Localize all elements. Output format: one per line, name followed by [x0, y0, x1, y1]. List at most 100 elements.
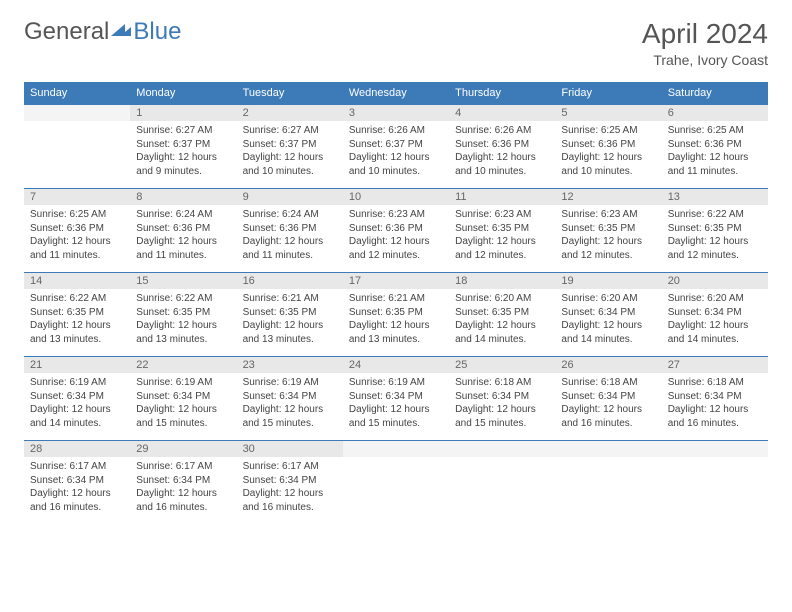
day-number: 5	[555, 105, 661, 122]
daylight-text: Daylight: 12 hours and 16 minutes.	[243, 487, 337, 514]
daylight-text: Daylight: 12 hours and 14 minutes.	[30, 403, 124, 430]
day-number: 22	[130, 357, 236, 374]
day-number: 27	[662, 357, 768, 374]
sunset-text: Sunset: 6:36 PM	[30, 222, 124, 236]
day-number: 18	[449, 273, 555, 290]
day-cell: Sunrise: 6:25 AMSunset: 6:36 PMDaylight:…	[555, 121, 661, 189]
day-cell: Sunrise: 6:17 AMSunset: 6:34 PMDaylight:…	[24, 457, 130, 524]
flag-icon	[111, 24, 131, 40]
daynum-row: 21222324252627	[24, 357, 768, 374]
sunrise-text: Sunrise: 6:21 AM	[349, 292, 443, 306]
day-number: 12	[555, 189, 661, 206]
daynum-row: 14151617181920	[24, 273, 768, 290]
day-cell: Sunrise: 6:22 AMSunset: 6:35 PMDaylight:…	[130, 289, 236, 357]
day-header: Wednesday	[343, 82, 449, 105]
daylight-text: Daylight: 12 hours and 9 minutes.	[136, 151, 230, 178]
day-number: 26	[555, 357, 661, 374]
day-number: 24	[343, 357, 449, 374]
daylight-text: Daylight: 12 hours and 16 minutes.	[136, 487, 230, 514]
calendar-body: 123456Sunrise: 6:27 AMSunset: 6:37 PMDay…	[24, 105, 768, 525]
daylight-text: Daylight: 12 hours and 13 minutes.	[349, 319, 443, 346]
day-header: Thursday	[449, 82, 555, 105]
day-number: 7	[24, 189, 130, 206]
day-cell	[24, 121, 130, 189]
day-cell: Sunrise: 6:23 AMSunset: 6:35 PMDaylight:…	[449, 205, 555, 273]
day-cell: Sunrise: 6:20 AMSunset: 6:34 PMDaylight:…	[662, 289, 768, 357]
content-row: Sunrise: 6:22 AMSunset: 6:35 PMDaylight:…	[24, 289, 768, 357]
sunset-text: Sunset: 6:37 PM	[349, 138, 443, 152]
sunset-text: Sunset: 6:36 PM	[561, 138, 655, 152]
day-number: 13	[662, 189, 768, 206]
calendar-table: Sunday Monday Tuesday Wednesday Thursday…	[24, 82, 768, 524]
day-header: Sunday	[24, 82, 130, 105]
day-cell: Sunrise: 6:18 AMSunset: 6:34 PMDaylight:…	[555, 373, 661, 441]
sunset-text: Sunset: 6:37 PM	[243, 138, 337, 152]
day-cell: Sunrise: 6:19 AMSunset: 6:34 PMDaylight:…	[343, 373, 449, 441]
day-number: 23	[237, 357, 343, 374]
day-cell: Sunrise: 6:23 AMSunset: 6:36 PMDaylight:…	[343, 205, 449, 273]
sunrise-text: Sunrise: 6:22 AM	[30, 292, 124, 306]
daynum-row: 282930	[24, 441, 768, 458]
daylight-text: Daylight: 12 hours and 15 minutes.	[455, 403, 549, 430]
day-header-row: Sunday Monday Tuesday Wednesday Thursday…	[24, 82, 768, 105]
day-number	[662, 441, 768, 458]
sunrise-text: Sunrise: 6:25 AM	[668, 124, 762, 138]
sunset-text: Sunset: 6:34 PM	[561, 306, 655, 320]
daylight-text: Daylight: 12 hours and 13 minutes.	[136, 319, 230, 346]
day-cell	[662, 457, 768, 524]
content-row: Sunrise: 6:19 AMSunset: 6:34 PMDaylight:…	[24, 373, 768, 441]
sunset-text: Sunset: 6:34 PM	[668, 306, 762, 320]
sunset-text: Sunset: 6:34 PM	[561, 390, 655, 404]
sunset-text: Sunset: 6:36 PM	[455, 138, 549, 152]
sunrise-text: Sunrise: 6:26 AM	[349, 124, 443, 138]
daylight-text: Daylight: 12 hours and 11 minutes.	[136, 235, 230, 262]
day-cell	[555, 457, 661, 524]
daylight-text: Daylight: 12 hours and 15 minutes.	[243, 403, 337, 430]
logo-text-blue: Blue	[133, 18, 181, 46]
sunrise-text: Sunrise: 6:27 AM	[136, 124, 230, 138]
sunrise-text: Sunrise: 6:21 AM	[243, 292, 337, 306]
day-number: 9	[237, 189, 343, 206]
sunset-text: Sunset: 6:37 PM	[136, 138, 230, 152]
daylight-text: Daylight: 12 hours and 11 minutes.	[668, 151, 762, 178]
day-header: Friday	[555, 82, 661, 105]
daylight-text: Daylight: 12 hours and 10 minutes.	[561, 151, 655, 178]
day-cell: Sunrise: 6:23 AMSunset: 6:35 PMDaylight:…	[555, 205, 661, 273]
day-cell: Sunrise: 6:27 AMSunset: 6:37 PMDaylight:…	[237, 121, 343, 189]
sunset-text: Sunset: 6:36 PM	[668, 138, 762, 152]
day-cell	[449, 457, 555, 524]
sunrise-text: Sunrise: 6:17 AM	[136, 460, 230, 474]
day-number: 21	[24, 357, 130, 374]
sunset-text: Sunset: 6:35 PM	[136, 306, 230, 320]
sunrise-text: Sunrise: 6:25 AM	[561, 124, 655, 138]
title-block: April 2024 Trahe, Ivory Coast	[642, 18, 768, 68]
day-number: 17	[343, 273, 449, 290]
daylight-text: Daylight: 12 hours and 15 minutes.	[136, 403, 230, 430]
sunrise-text: Sunrise: 6:23 AM	[349, 208, 443, 222]
sunset-text: Sunset: 6:34 PM	[243, 390, 337, 404]
sunrise-text: Sunrise: 6:20 AM	[455, 292, 549, 306]
sunset-text: Sunset: 6:35 PM	[455, 306, 549, 320]
daylight-text: Daylight: 12 hours and 14 minutes.	[455, 319, 549, 346]
daylight-text: Daylight: 12 hours and 16 minutes.	[561, 403, 655, 430]
day-number: 2	[237, 105, 343, 122]
sunrise-text: Sunrise: 6:19 AM	[243, 376, 337, 390]
sunrise-text: Sunrise: 6:24 AM	[136, 208, 230, 222]
day-number	[24, 105, 130, 122]
sunrise-text: Sunrise: 6:23 AM	[561, 208, 655, 222]
sunset-text: Sunset: 6:35 PM	[668, 222, 762, 236]
day-number: 14	[24, 273, 130, 290]
daynum-row: 78910111213	[24, 189, 768, 206]
sunset-text: Sunset: 6:34 PM	[668, 390, 762, 404]
sunrise-text: Sunrise: 6:25 AM	[30, 208, 124, 222]
sunrise-text: Sunrise: 6:19 AM	[349, 376, 443, 390]
day-number	[555, 441, 661, 458]
sunrise-text: Sunrise: 6:27 AM	[243, 124, 337, 138]
sunset-text: Sunset: 6:34 PM	[30, 474, 124, 488]
day-cell: Sunrise: 6:19 AMSunset: 6:34 PMDaylight:…	[237, 373, 343, 441]
daylight-text: Daylight: 12 hours and 10 minutes.	[455, 151, 549, 178]
day-number	[343, 441, 449, 458]
day-number: 10	[343, 189, 449, 206]
day-cell: Sunrise: 6:21 AMSunset: 6:35 PMDaylight:…	[343, 289, 449, 357]
daylight-text: Daylight: 12 hours and 15 minutes.	[349, 403, 443, 430]
